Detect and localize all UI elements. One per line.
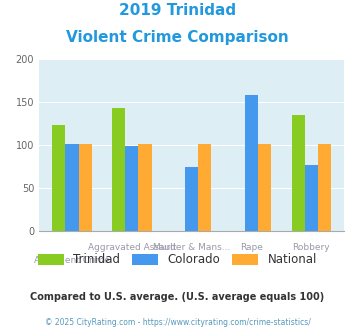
Bar bbox=[318, 144, 331, 231]
Bar bbox=[245, 95, 258, 231]
Text: Robbery: Robbery bbox=[293, 243, 330, 251]
Text: Violent Crime Comparison: Violent Crime Comparison bbox=[66, 30, 289, 45]
Text: Murder & Mans...: Murder & Mans... bbox=[153, 243, 230, 251]
Text: Aggravated Assault: Aggravated Assault bbox=[88, 243, 176, 251]
Text: © 2025 CityRating.com - https://www.cityrating.com/crime-statistics/: © 2025 CityRating.com - https://www.city… bbox=[45, 318, 310, 327]
Text: Rape: Rape bbox=[240, 243, 263, 251]
Text: All Violent Crime: All Violent Crime bbox=[34, 256, 110, 265]
Bar bbox=[52, 125, 65, 231]
Bar bbox=[78, 144, 92, 231]
Bar bbox=[258, 144, 271, 231]
Bar bbox=[185, 167, 198, 231]
Bar bbox=[292, 115, 305, 231]
Bar bbox=[138, 144, 152, 231]
Legend: Trinidad, Colorado, National: Trinidad, Colorado, National bbox=[38, 253, 317, 266]
Bar bbox=[112, 108, 125, 231]
Bar bbox=[305, 165, 318, 231]
Bar bbox=[198, 144, 212, 231]
Text: Compared to U.S. average. (U.S. average equals 100): Compared to U.S. average. (U.S. average … bbox=[31, 292, 324, 302]
Bar bbox=[65, 144, 78, 231]
Text: 2019 Trinidad: 2019 Trinidad bbox=[119, 3, 236, 18]
Bar bbox=[125, 146, 138, 231]
